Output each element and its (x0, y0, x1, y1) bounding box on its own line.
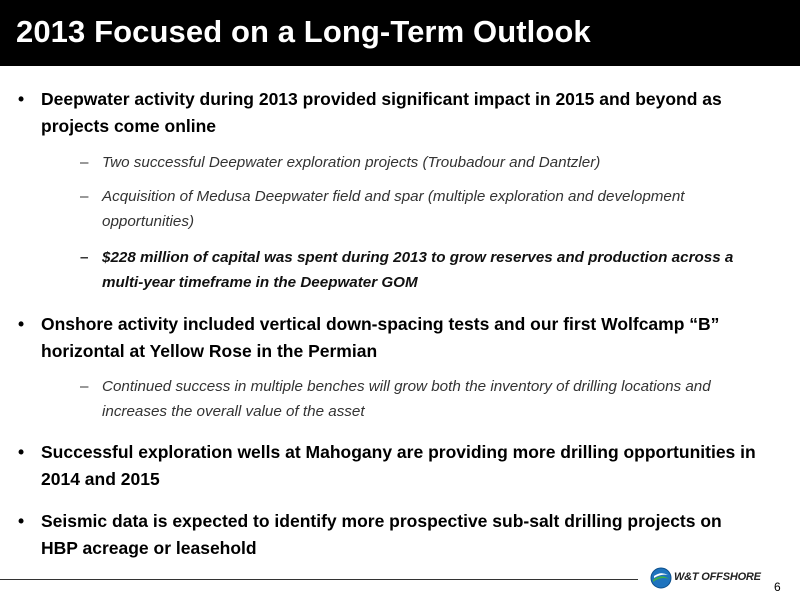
bullet-marker: • (18, 314, 25, 334)
dash-marker: – (80, 188, 89, 205)
bullet-text: Seismic data is expected to identify mor… (41, 511, 722, 558)
bullet-marker: • (18, 89, 25, 109)
sub-item-1-3: – $228 million of capital was spent duri… (80, 245, 770, 295)
bullet-item-3: • Successful exploration wells at Mahoga… (18, 439, 758, 493)
bullet-marker: • (18, 442, 25, 462)
sub-text: $228 million of capital was spent during… (102, 249, 734, 291)
bullet-marker: • (18, 511, 25, 531)
wt-offshore-logo-icon (650, 567, 672, 589)
sub-item-1-1: – Two successful Deepwater exploration p… (80, 150, 770, 175)
sub-item-2-1: – Continued success in multiple benches … (80, 374, 770, 424)
bullet-item-2: • Onshore activity included vertical dow… (18, 311, 758, 365)
sub-text: Two successful Deepwater exploration pro… (102, 154, 601, 171)
sub-text: Continued success in multiple benches wi… (102, 378, 711, 420)
title-bar: 2013 Focused on a Long-Term Outlook (0, 0, 800, 66)
logo-text: W&T OFFSHORE (674, 571, 761, 583)
dash-marker: – (80, 249, 89, 266)
dash-marker: – (80, 378, 89, 395)
bullet-text: Onshore activity included vertical down-… (41, 314, 720, 361)
bullet-text: Successful exploration wells at Mahogany… (41, 442, 756, 489)
footer-divider (0, 579, 638, 580)
sub-text: Acquisition of Medusa Deepwater field an… (102, 188, 685, 230)
bullet-item-1: • Deepwater activity during 2013 provide… (18, 86, 758, 140)
page-number: 6 (774, 580, 781, 594)
page-title: 2013 Focused on a Long-Term Outlook (16, 14, 591, 49)
sub-item-1-2: – Acquisition of Medusa Deepwater field … (80, 184, 770, 234)
company-logo: W&T OFFSHORE (650, 567, 761, 589)
bullet-item-4: • Seismic data is expected to identify m… (18, 508, 758, 562)
dash-marker: – (80, 154, 89, 171)
bullet-text: Deepwater activity during 2013 provided … (41, 89, 722, 136)
